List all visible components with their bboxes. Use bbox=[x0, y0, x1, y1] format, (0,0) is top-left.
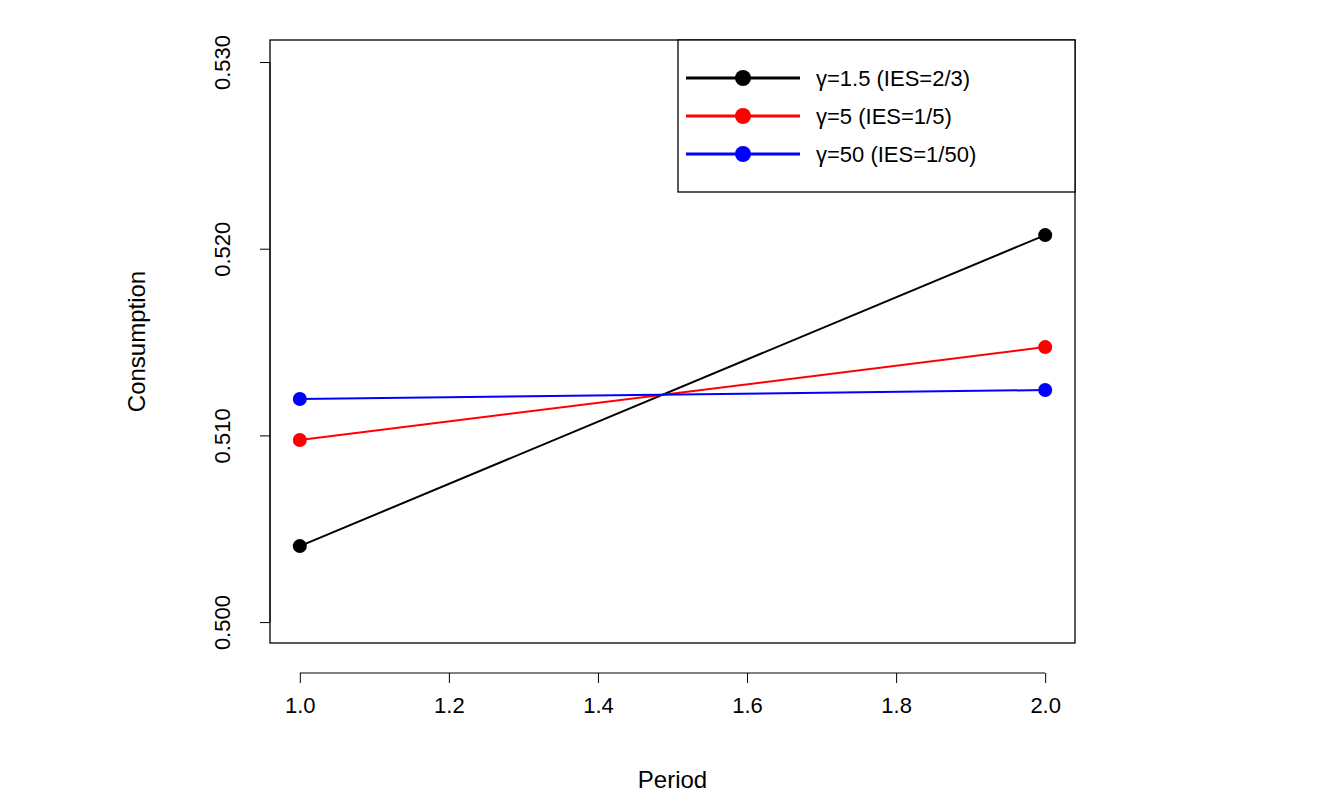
x-tick-label: 1.4 bbox=[583, 693, 614, 718]
x-tick-mark bbox=[1045, 673, 1046, 683]
x-tick-mark bbox=[598, 673, 599, 683]
y-tick-label: 0.530 bbox=[210, 35, 235, 90]
y-tick-mark bbox=[260, 622, 270, 623]
legend-swatch-point bbox=[735, 146, 751, 162]
y-tick-label: 0.520 bbox=[210, 222, 235, 277]
y-tick-label: 0.500 bbox=[210, 595, 235, 650]
x-tick: 1.4 bbox=[583, 673, 614, 718]
x-tick-mark bbox=[449, 673, 450, 683]
y-tick-mark bbox=[260, 435, 270, 436]
x-axis-line bbox=[300, 673, 1045, 674]
chart: 1.0 1.2 1.4 1.6 1.8 2.0 0.500 0.510 0.520 0.530 Pe… bbox=[0, 0, 1344, 806]
y-tick: 0.510 bbox=[210, 408, 270, 463]
series bbox=[293, 340, 1052, 447]
y-tick: 0.530 bbox=[210, 35, 270, 90]
x-tick: 2.0 bbox=[1030, 673, 1061, 718]
x-axis-title: Period bbox=[638, 766, 707, 793]
y-tick-mark bbox=[260, 62, 270, 63]
y-axis: 0.500 0.510 0.520 0.530 bbox=[210, 35, 270, 650]
x-tick: 1.6 bbox=[732, 673, 763, 718]
legend-label: γ=50 (IES=1/50) bbox=[816, 142, 976, 167]
series-line bbox=[300, 347, 1045, 440]
x-tick-label: 1.2 bbox=[434, 693, 465, 718]
plot-frame bbox=[270, 40, 1075, 643]
y-tick: 0.500 bbox=[210, 595, 270, 650]
series-point bbox=[1038, 228, 1052, 242]
series bbox=[293, 383, 1052, 406]
plot-area bbox=[293, 228, 1052, 553]
y-tick-label: 0.510 bbox=[210, 408, 235, 463]
x-tick: 1.8 bbox=[881, 673, 912, 718]
legend: γ=1.5 (IES=2/3) γ=5 (IES=1/5) γ=50 (IES=1/… bbox=[678, 40, 1075, 192]
series-line bbox=[300, 235, 1045, 546]
series-line bbox=[300, 390, 1045, 399]
x-tick-label: 1.6 bbox=[732, 693, 763, 718]
legend-label: γ=1.5 (IES=2/3) bbox=[816, 66, 970, 91]
series-point bbox=[1038, 340, 1052, 354]
x-tick-label: 1.0 bbox=[285, 693, 316, 718]
legend-label: γ=5 (IES=1/5) bbox=[816, 104, 952, 129]
y-axis-title: Consumption bbox=[123, 271, 150, 412]
series-point bbox=[293, 392, 307, 406]
x-tick-label: 2.0 bbox=[1030, 693, 1061, 718]
x-tick-label: 1.8 bbox=[881, 693, 912, 718]
series-point bbox=[293, 433, 307, 447]
series-point bbox=[293, 539, 307, 553]
legend-swatch-point bbox=[735, 70, 751, 86]
x-tick-mark bbox=[300, 673, 301, 683]
series-point bbox=[1038, 383, 1052, 397]
y-tick-mark bbox=[260, 249, 270, 250]
x-tick: 1.0 bbox=[285, 673, 316, 718]
legend-box bbox=[678, 40, 1075, 192]
series bbox=[293, 228, 1052, 553]
x-tick-mark bbox=[896, 673, 897, 683]
x-axis: 1.0 1.2 1.4 1.6 1.8 2.0 bbox=[285, 673, 1061, 718]
x-tick-mark bbox=[747, 673, 748, 683]
x-tick: 1.2 bbox=[434, 673, 465, 718]
y-tick: 0.520 bbox=[210, 222, 270, 277]
legend-swatch-point bbox=[735, 108, 751, 124]
